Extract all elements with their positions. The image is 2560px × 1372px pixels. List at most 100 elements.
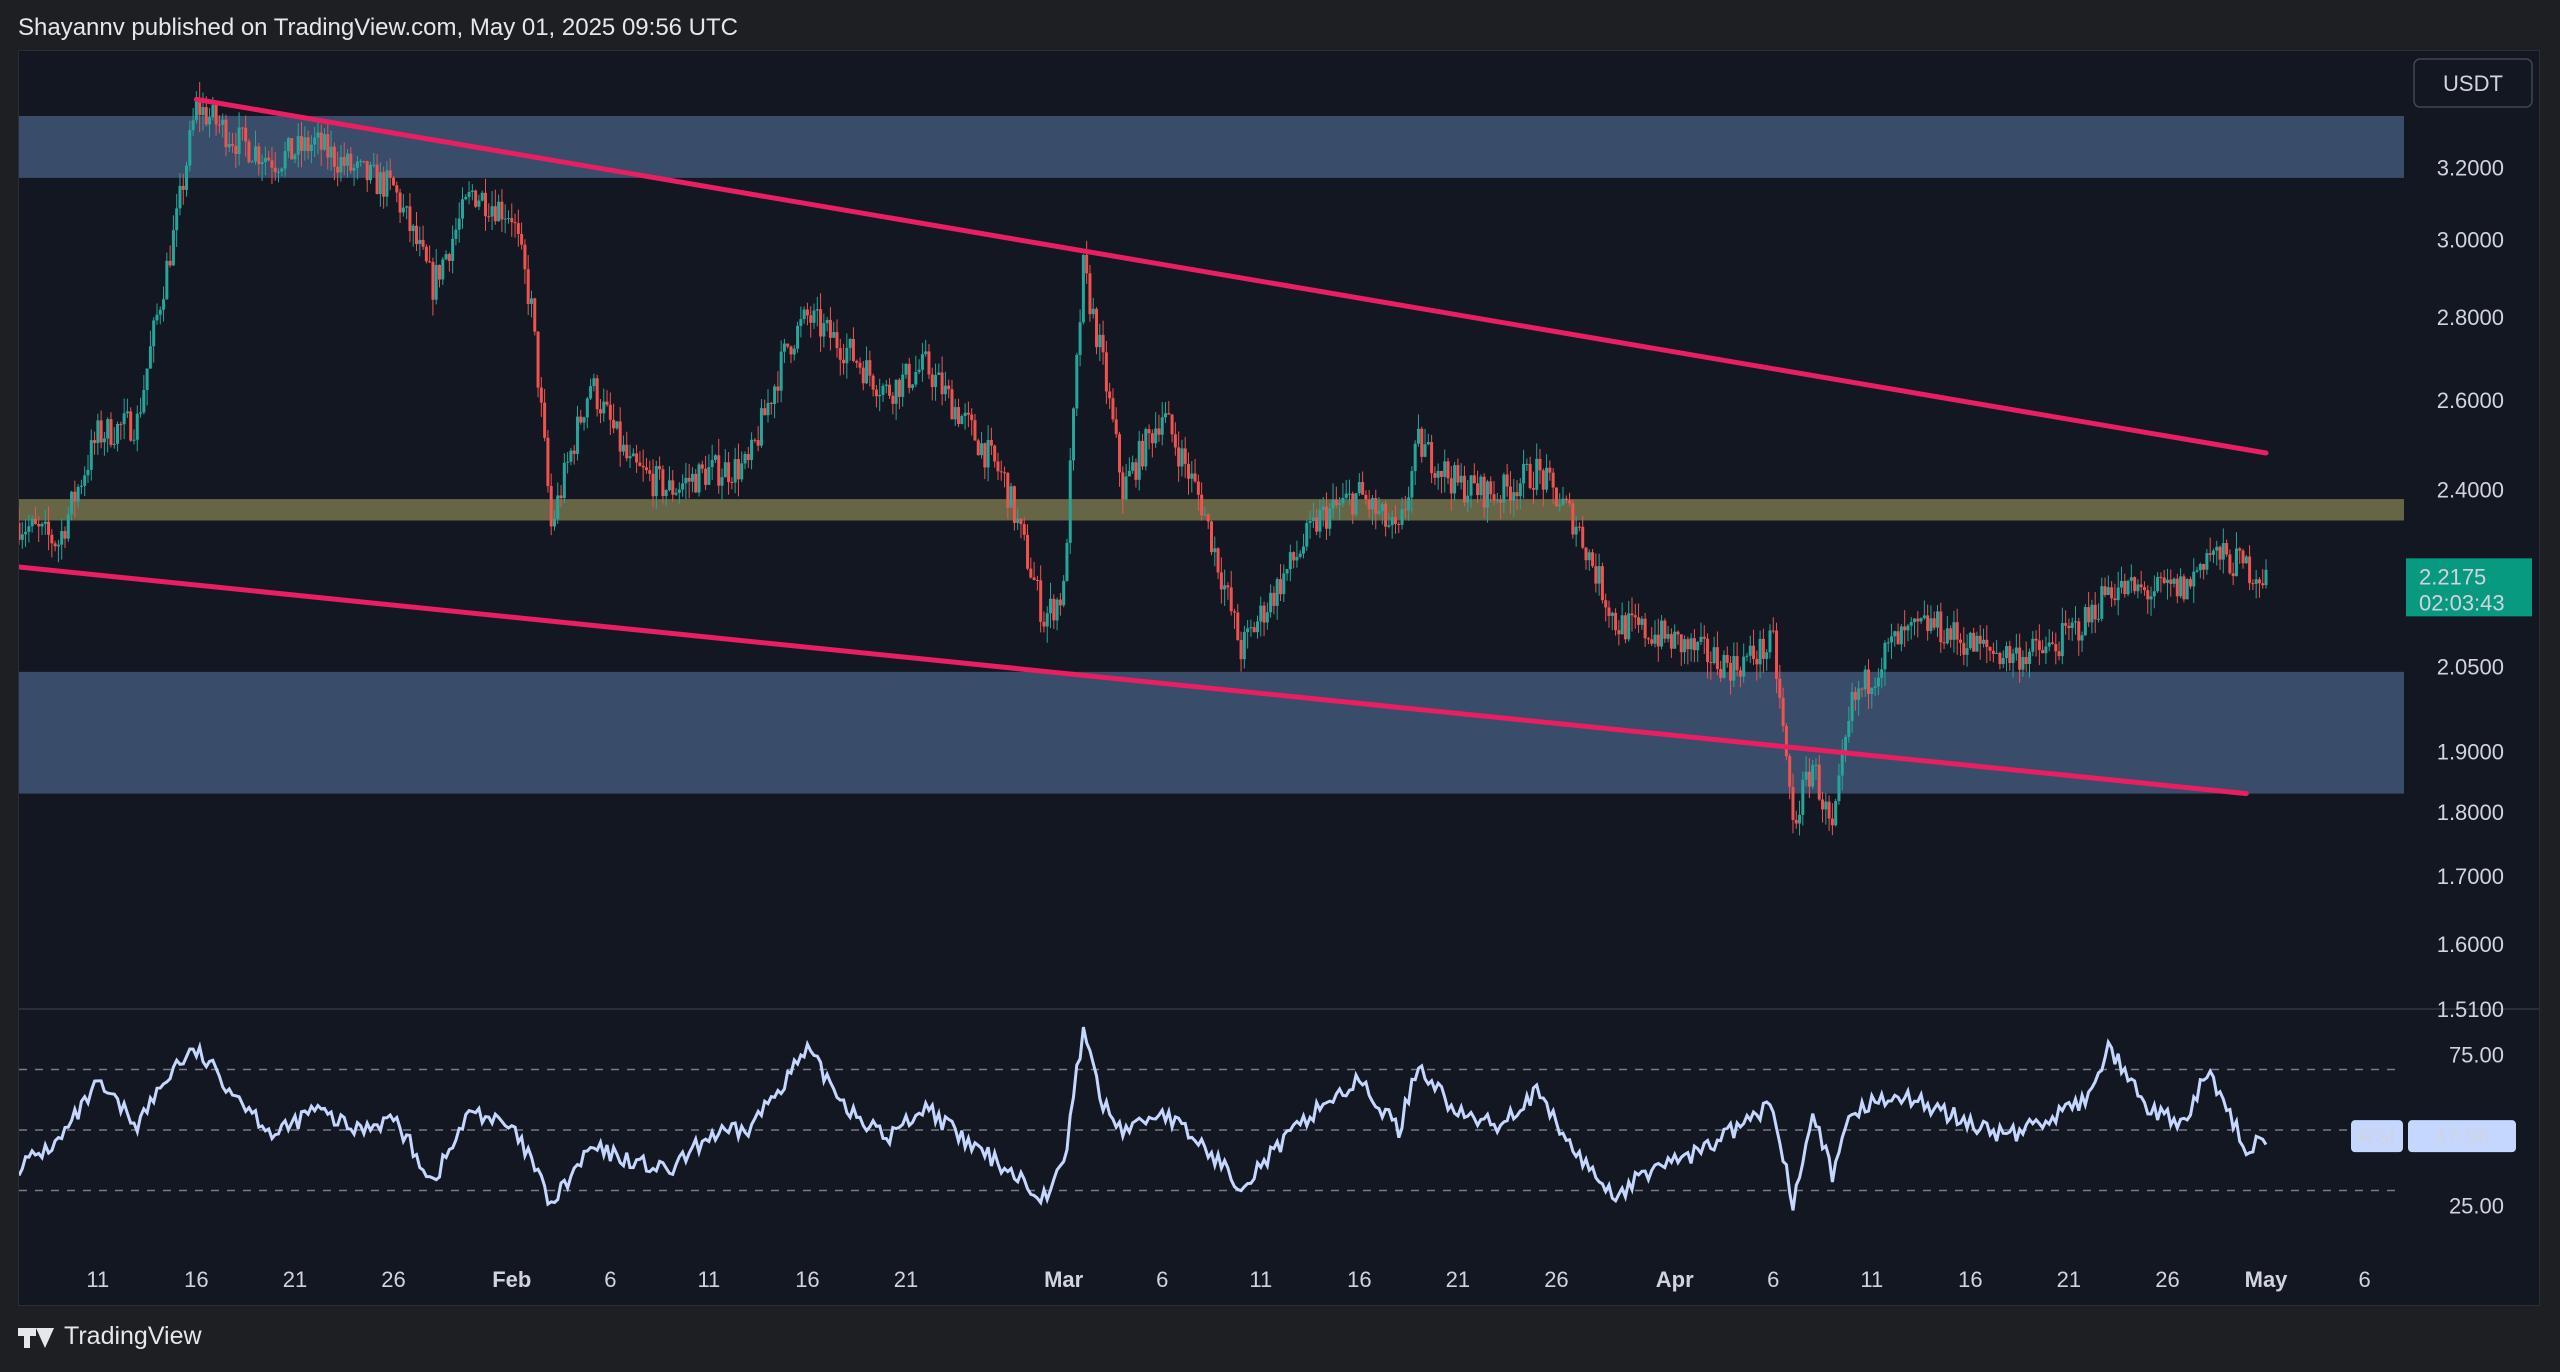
candle-body (428, 261, 432, 263)
candle-body (2014, 647, 2018, 654)
candle-body (1088, 273, 1092, 315)
candle-body (1669, 634, 1673, 649)
time-tick-label: 11 (697, 1267, 720, 1292)
price-chart[interactable]: 3.40003.20003.00002.80002.60002.40002.05… (19, 51, 2539, 1305)
candle-body (713, 455, 717, 460)
candle-body (1791, 786, 1795, 820)
candle-body (1623, 615, 1627, 640)
candle-body (109, 419, 113, 445)
candle-body (2172, 578, 2176, 584)
candle-body (1101, 334, 1105, 353)
candle-body (1331, 499, 1335, 509)
candle-body (1541, 470, 1545, 490)
candle-body (2215, 546, 2219, 551)
candle-body (1660, 620, 1664, 647)
candle-body (651, 473, 655, 497)
candle-body (1196, 481, 1200, 495)
candle-body (904, 363, 908, 375)
candle-body (1433, 473, 1437, 478)
candle-body (2261, 583, 2265, 586)
candle-body (953, 407, 957, 420)
time-tick-label: 21 (283, 1267, 307, 1292)
candle-body (1729, 662, 1733, 681)
candle-body (198, 98, 202, 116)
candle-body (1752, 645, 1756, 659)
candle-body (79, 485, 83, 487)
price-tick-label: 2.4000 (2437, 478, 2504, 503)
candle-body (283, 151, 287, 169)
candle-body (1032, 577, 1036, 580)
candle-body (30, 518, 34, 527)
candle-body (250, 161, 254, 163)
candle-body (1722, 655, 1726, 678)
candle-body (1137, 440, 1141, 480)
candle-body (1873, 686, 1877, 688)
candle-body (178, 185, 182, 209)
candle-body (1141, 440, 1145, 467)
candle-body (1646, 638, 1650, 640)
candle-body (993, 445, 997, 462)
candle-body (1042, 621, 1046, 627)
candle-body (2054, 644, 2058, 652)
candle-body (247, 141, 251, 163)
candle-body (552, 518, 556, 527)
candle-body (214, 105, 218, 125)
candle-body (858, 362, 862, 368)
candle-body (1443, 461, 1447, 477)
candle-body (2100, 586, 2104, 619)
candle-body (319, 132, 323, 150)
candle-body (96, 420, 100, 444)
candle-body (766, 402, 770, 416)
candle-body (1232, 611, 1236, 613)
candle-body (608, 404, 612, 420)
candle-body (1374, 498, 1378, 514)
candle-body (1853, 691, 1857, 700)
candle-body (1121, 472, 1125, 500)
candle-body (1837, 775, 1841, 802)
price-tick-label: 1.6000 (2437, 932, 2504, 957)
candle-body (2228, 554, 2232, 574)
candle-body (1771, 630, 1775, 632)
candle-body (267, 157, 271, 161)
publisher-line: Shayannv published on TradingView.com, M… (18, 14, 738, 41)
candle-body (1367, 499, 1371, 510)
candle-body (1035, 579, 1039, 581)
candle-body (349, 153, 353, 171)
candle-body (129, 411, 133, 441)
candle-body (1798, 814, 1802, 824)
candle-body (1108, 391, 1112, 399)
candle-body (1357, 482, 1361, 494)
candle-body (710, 459, 714, 468)
candle-body (1604, 600, 1608, 608)
candle-body (1692, 638, 1696, 651)
candle-body (934, 374, 938, 388)
candle-body (1768, 630, 1772, 653)
candle-body (1420, 428, 1424, 457)
candle-body (1564, 498, 1568, 501)
candle-body (162, 299, 166, 310)
candle-body (2254, 579, 2258, 584)
chart-frame[interactable]: 3.40003.20003.00002.80002.60002.40002.05… (18, 50, 2540, 1306)
candle-body (83, 475, 87, 486)
candle-body (1689, 638, 1693, 650)
candle-body (1811, 765, 1815, 787)
candle-body (2192, 571, 2196, 587)
candle-body (1249, 627, 1253, 629)
candle-body (1965, 648, 1969, 655)
candle-body (1065, 542, 1069, 581)
candle-body (1370, 498, 1374, 510)
candle-body (769, 402, 773, 405)
candle-body (605, 401, 609, 405)
candle-body (1847, 720, 1851, 737)
candle-body (940, 372, 944, 395)
candle-body (293, 154, 297, 160)
candle-body (674, 492, 678, 495)
candle-body (1390, 517, 1394, 526)
candle-body (1118, 434, 1122, 473)
candle-body (526, 269, 530, 304)
candle-body (1462, 475, 1466, 503)
candle-body (677, 489, 681, 493)
candle-body (1597, 566, 1601, 584)
candle-body (970, 414, 974, 421)
candle-body (927, 351, 931, 375)
